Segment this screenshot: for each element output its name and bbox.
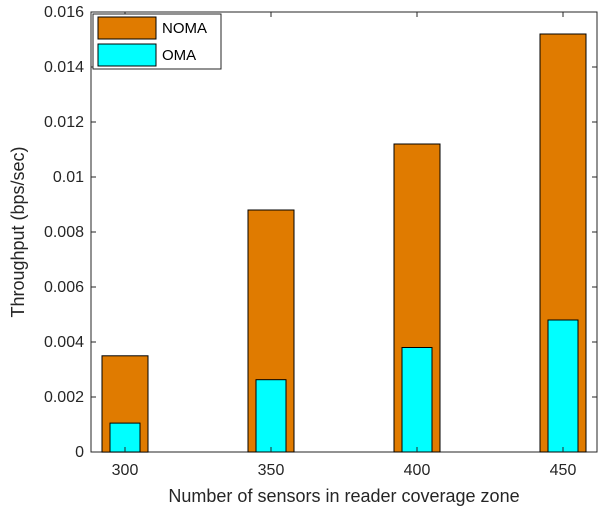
y-tick-label: 0.016	[44, 4, 84, 21]
x-axis-ticks: 300 350 400 450	[112, 12, 577, 479]
bar-oma-400	[401, 347, 433, 453]
y-tick-label: 0.008	[44, 224, 84, 241]
legend-swatch-oma	[97, 43, 157, 67]
legend-swatch-noma	[97, 16, 157, 40]
x-tick-label: 300	[112, 462, 139, 479]
y-tick-label: 0.014	[44, 59, 84, 76]
y-tick-label: 0.004	[44, 334, 84, 351]
y-tick-label: 0	[75, 444, 84, 461]
x-tick-label: 450	[550, 462, 577, 479]
y-tick-label: 0.01	[53, 169, 84, 186]
plot-area	[90, 11, 598, 453]
x-axis-title: Number of sensors in reader coverage zon…	[168, 486, 519, 506]
x-tick-label: 400	[404, 462, 431, 479]
legend: NOMA OMA	[92, 13, 222, 70]
y-axis-title: Throughput (bps/sec)	[8, 146, 28, 317]
bar-oma-350	[255, 379, 287, 453]
bars-group	[101, 33, 587, 453]
legend-label-oma: OMA	[162, 47, 196, 64]
y-tick-label: 0.012	[44, 114, 84, 131]
y-tick-label: 0.006	[44, 279, 84, 296]
y-axis-ticks: 0 0.002 0.004 0.006 0.008 0.01 0.012 0.014 0.016	[44, 4, 597, 461]
y-tick-label: 0.002	[44, 389, 84, 406]
legend-label-noma: NOMA	[162, 20, 207, 37]
bar-oma-450	[547, 319, 579, 453]
x-tick-label: 350	[258, 462, 285, 479]
